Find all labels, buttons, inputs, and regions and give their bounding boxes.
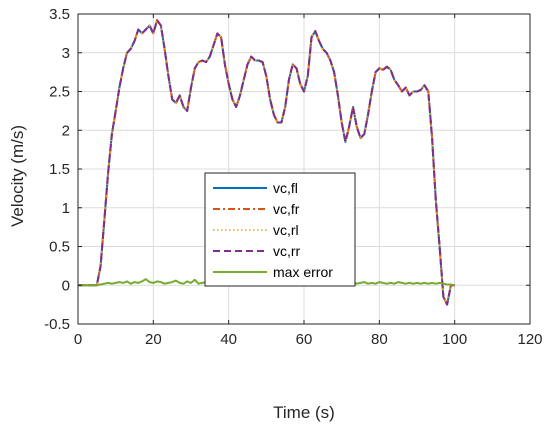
legend-label: vc,fl [273, 180, 298, 196]
series-line-vc-rl [78, 19, 455, 306]
ticks: 0 20 40 60 80 100 120-0.500.511.522.533.5 [44, 6, 542, 348]
y-tick-label: 0 [62, 277, 70, 294]
x-tick-label: 80 [371, 331, 388, 348]
x-tick-label: 100 [442, 331, 467, 348]
x-tick-label: 20 [145, 331, 162, 348]
legend-label: vc,rr [273, 243, 301, 259]
y-tick-label: 3.5 [49, 6, 70, 23]
legend-label: max error [273, 264, 333, 280]
y-tick-label: -0.5 [44, 316, 70, 333]
x-tick-label: 0 [74, 331, 82, 348]
y-tick-label: 0.5 [49, 239, 70, 256]
legend-label: vc,rl [273, 222, 299, 238]
y-tick-label: 2.5 [49, 84, 70, 101]
legend: vc,fl vc,fr vc,rl vc,rr max error [204, 172, 356, 287]
y-tick-label: 1 [62, 200, 70, 217]
x-tick-label: 60 [296, 331, 313, 348]
series-line-vc-rr [78, 19, 455, 306]
x-tick-label: 120 [517, 331, 542, 348]
y-tick-label: 1.5 [49, 161, 70, 178]
legend-label: vc,fr [273, 201, 300, 217]
x-tick-label: 40 [220, 331, 237, 348]
y-axis-title: Velocity (m/s) [8, 125, 27, 227]
y-tick-label: 2 [62, 122, 70, 139]
x-axis-title: Time (s) [273, 403, 335, 422]
y-tick-label: 3 [62, 45, 70, 62]
